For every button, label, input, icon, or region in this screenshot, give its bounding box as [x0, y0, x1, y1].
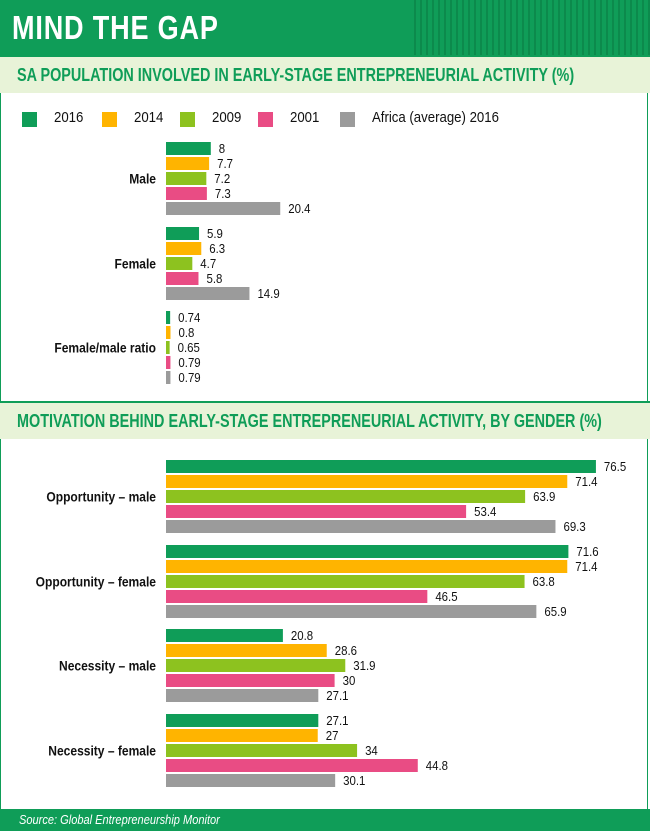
category-label: Female/male ratio	[54, 340, 156, 356]
legend: 2016 2014 2009 2001 Africa (average) 201…	[22, 109, 642, 129]
bar	[166, 744, 358, 757]
legend-swatch	[258, 112, 273, 127]
section-header-motivation: MOTIVATION BEHIND EARLY-STAGE ENTREPRENE…	[0, 401, 650, 439]
value-label: 30	[343, 673, 356, 688]
value-label: 53.4	[474, 504, 496, 519]
legend-label: 2009	[212, 109, 242, 126]
bar	[166, 575, 525, 588]
value-label: 14.9	[257, 286, 279, 301]
bar	[166, 341, 170, 354]
value-label: 0.79	[178, 370, 200, 385]
bar	[166, 287, 250, 300]
bar	[166, 545, 569, 558]
bar	[166, 774, 336, 787]
value-label: 65.9	[544, 604, 566, 619]
value-label: 0.79	[178, 355, 200, 370]
bar	[166, 629, 283, 642]
bar	[166, 729, 318, 742]
bar	[166, 187, 207, 200]
value-label: 71.6	[576, 544, 598, 559]
bar	[166, 227, 200, 240]
bar	[166, 759, 418, 772]
value-label: 7.3	[215, 186, 231, 201]
category-label: Necessity – female	[48, 743, 156, 759]
value-label: 30.1	[343, 773, 365, 788]
bar	[166, 242, 202, 255]
value-label: 0.65	[178, 340, 200, 355]
value-label: 71.4	[575, 474, 597, 489]
value-label: 7.7	[217, 156, 233, 171]
value-label: 0.74	[178, 310, 200, 325]
source-note: Source: Global Entrepreneurship Monitor	[19, 812, 220, 827]
bar	[166, 142, 211, 155]
bar	[166, 326, 171, 339]
value-label: 5.9	[207, 226, 223, 241]
legend-swatch	[102, 112, 117, 127]
legend-swatch	[22, 112, 37, 127]
bar	[166, 605, 537, 618]
bar	[166, 371, 171, 384]
value-label: 5.8	[206, 271, 222, 286]
category-label: Opportunity – female	[36, 574, 156, 590]
bar	[166, 460, 596, 473]
bar	[166, 505, 467, 518]
value-label: 4.7	[200, 256, 216, 271]
value-label: 20.4	[288, 201, 310, 216]
title-stripes	[410, 0, 650, 55]
value-label: 0.8	[178, 325, 194, 340]
chart-title-population: SA POPULATION INVOLVED IN EARLY-STAGE EN…	[17, 65, 575, 85]
bar	[166, 311, 171, 324]
value-label: 28.6	[335, 643, 357, 658]
value-label: 44.8	[426, 758, 448, 773]
bar	[166, 560, 568, 573]
chart-title-motivation: MOTIVATION BEHIND EARLY-STAGE ENTREPRENE…	[17, 411, 602, 431]
bar	[166, 475, 568, 488]
category-label: Opportunity – male	[46, 489, 156, 505]
bar	[166, 644, 327, 657]
footer: Source: Global Entrepreneurship Monitor	[0, 809, 650, 831]
legend-label: 2001	[290, 109, 320, 126]
bar	[166, 714, 319, 727]
title-bar: MIND THE GAP	[0, 0, 650, 55]
bar	[166, 659, 346, 672]
section-header-population: SA POPULATION INVOLVED IN EARLY-STAGE EN…	[0, 55, 650, 93]
bar	[166, 356, 171, 369]
page-title: MIND THE GAP	[12, 9, 219, 46]
value-label: 8	[219, 141, 226, 156]
value-label: 27	[326, 728, 339, 743]
legend-swatch	[180, 112, 195, 127]
bar	[166, 272, 199, 285]
category-label: Male	[129, 171, 156, 187]
bar	[166, 590, 428, 603]
value-label: 27.1	[326, 713, 348, 728]
legend-label: 2014	[134, 109, 164, 126]
legend-label: 2016	[54, 109, 84, 126]
value-label: 20.8	[291, 628, 313, 643]
bar	[166, 520, 556, 533]
value-label: 7.2	[214, 171, 230, 186]
value-label: 34	[365, 743, 378, 758]
bar	[166, 689, 319, 702]
value-label: 76.5	[604, 459, 626, 474]
category-label: Female	[115, 256, 156, 272]
value-label: 63.8	[533, 574, 555, 589]
value-label: 27.1	[326, 688, 348, 703]
bar	[166, 257, 193, 270]
legend-label: Africa (average) 2016	[372, 109, 499, 126]
value-label: 31.9	[353, 658, 375, 673]
value-label: 63.9	[533, 489, 555, 504]
legend-swatch	[340, 112, 355, 127]
bar	[166, 490, 526, 503]
bar	[166, 172, 207, 185]
value-label: 46.5	[435, 589, 457, 604]
bar	[166, 202, 281, 215]
bar	[166, 674, 335, 687]
bar	[166, 157, 210, 170]
value-label: 69.3	[563, 519, 585, 534]
value-label: 71.4	[575, 559, 597, 574]
category-label: Necessity – male	[59, 658, 156, 674]
value-label: 6.3	[209, 241, 225, 256]
